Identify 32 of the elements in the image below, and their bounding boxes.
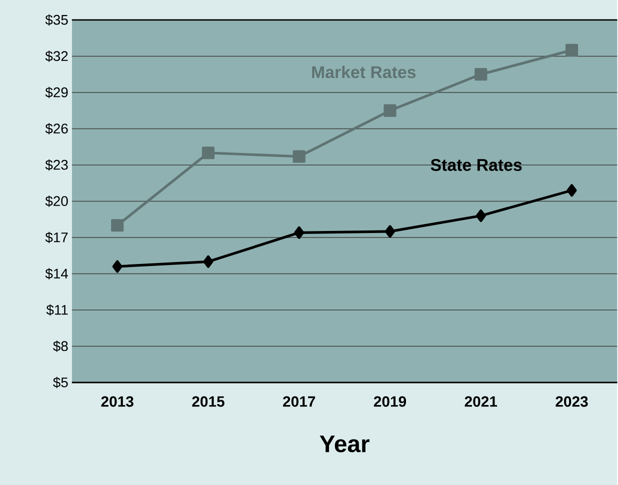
point: [111, 218, 124, 232]
point: [565, 44, 578, 56]
y-tick-label: $26: [45, 122, 68, 134]
x-tick-label: 2021: [464, 396, 498, 407]
y-tick-label: $14: [45, 268, 68, 280]
point: [384, 104, 396, 117]
point: [384, 224, 396, 238]
series-label: Market Rates: [312, 66, 416, 78]
y-tick-label: $32: [45, 50, 68, 62]
x-tick-label: 2015: [192, 396, 224, 407]
y-tick-label: $35: [45, 14, 68, 26]
y-tick-label: $29: [45, 86, 68, 98]
series-label: State Rates: [430, 158, 522, 171]
x-tick-label: 2019: [374, 396, 406, 407]
y-tick-label: $17: [45, 232, 68, 243]
point: [112, 260, 122, 273]
x-tick-label: 2013: [101, 396, 134, 407]
point: [203, 255, 214, 268]
y-tick-label: $5: [53, 376, 68, 388]
y-tick-label: $20: [45, 195, 68, 207]
point: [476, 209, 486, 222]
point: [292, 150, 306, 163]
y-tick-label: $8: [53, 340, 68, 352]
x-tick-label: 2023: [556, 396, 588, 407]
x-tick-label: 2017: [283, 396, 316, 407]
point: [566, 184, 577, 196]
point: [202, 146, 215, 160]
point: [294, 226, 304, 239]
point: [474, 68, 488, 80]
y-tick-label: $23: [45, 159, 68, 170]
y-tick-label: $11: [46, 304, 68, 316]
x-axis-title: Year: [320, 435, 370, 452]
